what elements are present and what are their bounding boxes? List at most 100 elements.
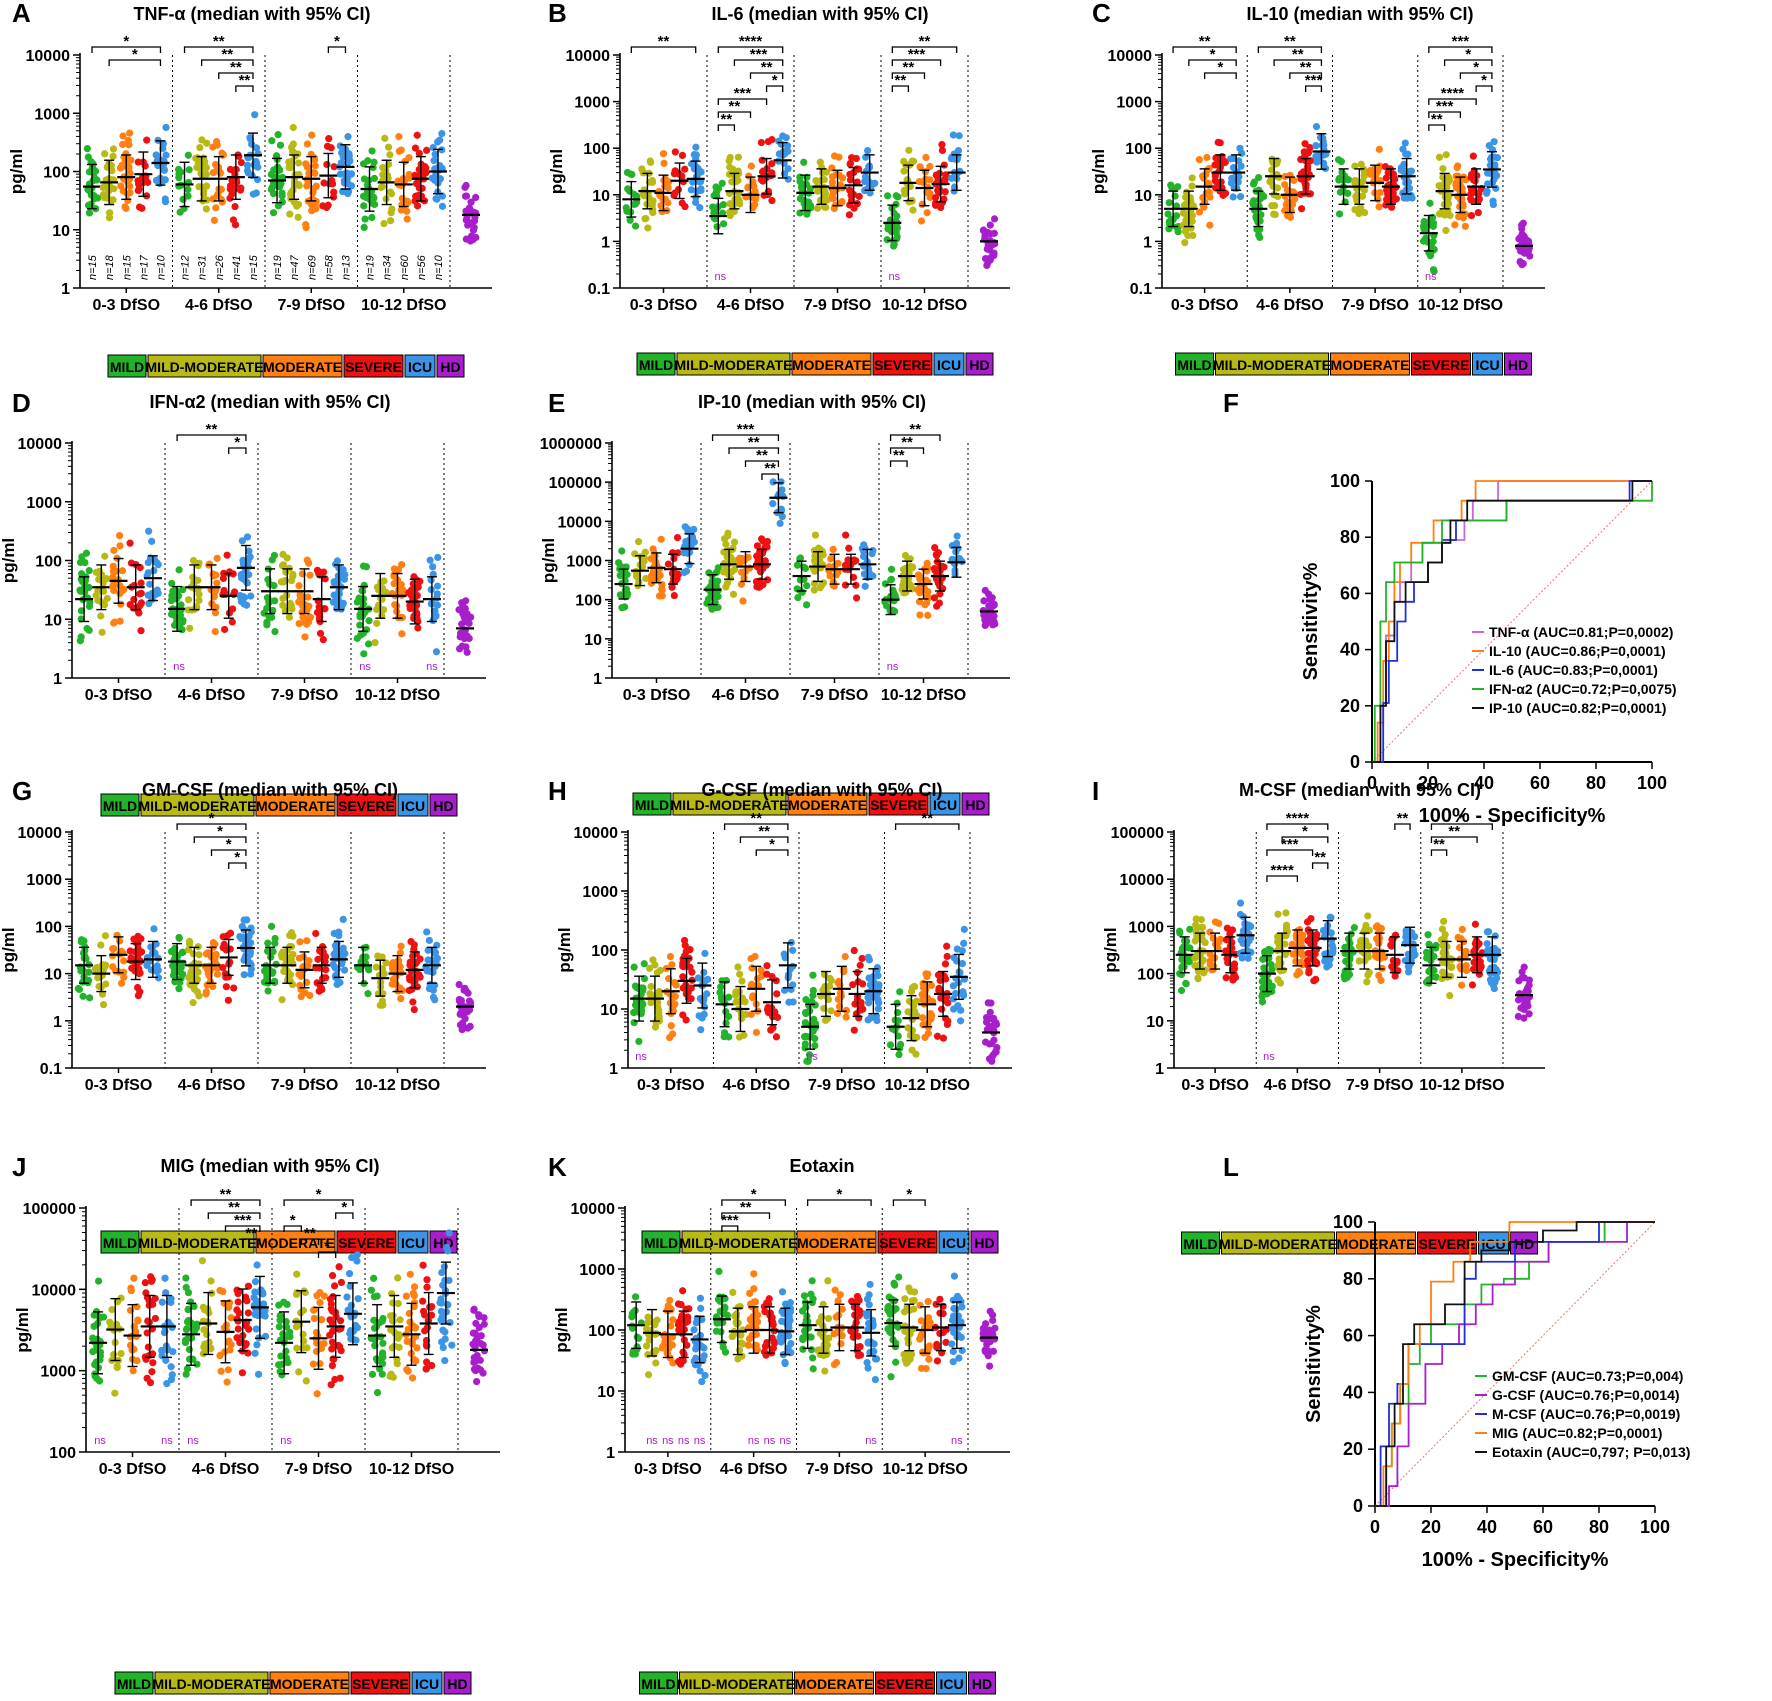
data-point [331,949,339,958]
legend-swatch [965,352,994,376]
data-point [356,611,364,619]
data-point [860,570,868,578]
significance-bracket [1257,46,1323,53]
data-point [803,582,811,590]
data-point [1274,964,1283,972]
x-tick-label: 40 [1474,773,1494,793]
data-point [77,938,86,946]
y-tick-label: 1 [1143,234,1152,251]
legend-swatch [1330,352,1410,376]
panel-title: TNF-α (median with 95% CI) [133,4,370,24]
data-point [837,198,846,207]
panel-E: E IP-10 (median with 95% CI) 1 10 100 1000 100… [539,388,1010,816]
legend-label: MILD-MODERATE [139,798,257,814]
data-point [664,560,673,568]
data-point [329,193,338,201]
data-point [295,970,303,978]
data-point [1290,950,1298,958]
x-group-label: 0-3 DfSO [85,1077,153,1094]
data-point [319,636,327,644]
significance-label: * [1481,72,1487,89]
data-point [1368,166,1377,174]
data-point [185,974,193,982]
data-point [687,529,695,537]
x-tick-label: 20 [1418,773,1438,793]
data-point [703,990,711,998]
panel-F: F 00 20 20 40 40 60 60 80 80 100 100 100% - Specific… [1223,388,1677,827]
x-group-label: 0-3 DfSO [92,297,160,314]
data-point [639,190,648,198]
data-point [465,619,473,627]
data-point [1247,948,1255,956]
data-point [126,539,134,547]
panel-I: I M-CSF (median with 95% CI) 1 10 100 1000 100… [1092,776,1545,1255]
significance-label: *** [1452,33,1470,50]
data-point [328,180,337,188]
data-point [1268,202,1276,210]
y-tick-label: 1000 [26,495,62,512]
data-point [727,553,735,561]
significance-label: ** [239,72,251,89]
data-point [407,938,415,946]
data-point [950,954,958,962]
data-point [184,151,192,159]
data-point [930,594,939,602]
y-tick-label: 100 [35,554,62,571]
data-point [981,609,989,617]
significance-label: ** [895,72,907,89]
significance-bracket [749,72,784,79]
ns-label: ns [359,661,371,673]
data-point [883,236,891,244]
data-point [150,925,158,933]
data-point [430,156,438,165]
data-point [136,590,144,598]
data-point [841,952,849,961]
data-point [957,1017,965,1025]
data-point [464,1024,472,1032]
data-point [195,590,203,598]
data-point [894,193,902,201]
data-point [850,1026,858,1034]
data-point [768,196,776,205]
data-point [641,548,649,556]
data-point [737,580,746,588]
data-point [714,564,722,572]
data-point [237,571,245,579]
data-point [461,183,469,191]
data-point [981,254,990,263]
y-tick-label: 100 [1137,967,1164,984]
significance-bracket [889,460,908,467]
data-point [288,980,297,989]
data-point [828,173,837,181]
significance-bracket [1459,72,1493,79]
x-group-label: 10-12 DfSO [885,1077,970,1094]
legend-label: MODERATE [792,357,871,373]
data-point [138,204,146,212]
data-point [904,576,912,584]
x-group-label: 4-6 DfSO [1256,297,1324,314]
data-point [1462,176,1470,184]
data-point [850,204,858,212]
data-point [425,984,434,993]
data-point [848,154,856,162]
data-point [635,1037,643,1046]
legend-swatch [676,352,791,376]
n-label: n=19 [365,255,377,280]
significance-bracket [744,460,780,467]
data-point [278,192,286,200]
legend-swatch [1215,352,1329,376]
data-point [243,533,252,541]
data-point [716,988,724,997]
data-point [753,583,761,591]
data-point [644,224,652,232]
data-point [806,185,814,193]
data-point [77,633,85,641]
data-point [667,1022,675,1030]
significance-bracket [728,447,780,454]
data-point [201,158,209,166]
data-point [359,562,368,570]
data-point [810,586,818,594]
data-point [1223,954,1231,963]
data-point [353,634,361,643]
data-point [390,571,398,579]
